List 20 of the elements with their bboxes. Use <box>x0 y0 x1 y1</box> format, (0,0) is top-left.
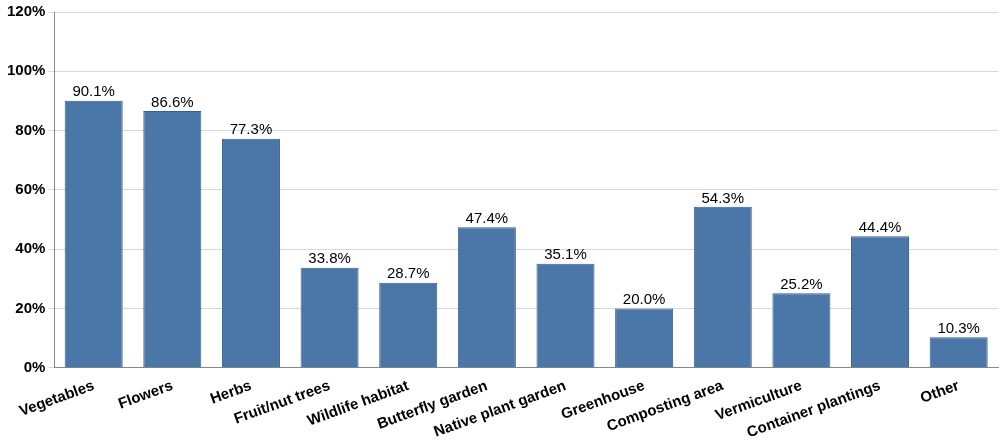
data-label: 28.7% <box>386 264 430 282</box>
y-tick-label: 80% <box>15 120 46 138</box>
y-tick-label: 120% <box>6 2 46 20</box>
data-label: 35.1% <box>544 245 587 263</box>
y-tick-label: 100% <box>6 61 46 79</box>
y-tick-label: 0% <box>23 358 46 376</box>
data-label: 44.4% <box>858 217 902 235</box>
y-tick-label: 20% <box>15 298 46 316</box>
y-tick-label: 40% <box>15 239 46 257</box>
data-label: 47.4% <box>465 208 509 226</box>
data-label: 90.1% <box>72 82 115 100</box>
y-tick-label: 60% <box>15 180 46 198</box>
x-tick-label: Other <box>917 376 962 406</box>
data-label: 33.8% <box>308 249 351 267</box>
data-label: 10.3% <box>937 319 980 337</box>
data-label: 86.6% <box>151 92 194 110</box>
data-label: 20.0% <box>622 290 666 308</box>
data-label: 54.3% <box>701 188 745 206</box>
data-label: 77.3% <box>229 120 273 138</box>
data-label: 25.2% <box>780 274 823 292</box>
